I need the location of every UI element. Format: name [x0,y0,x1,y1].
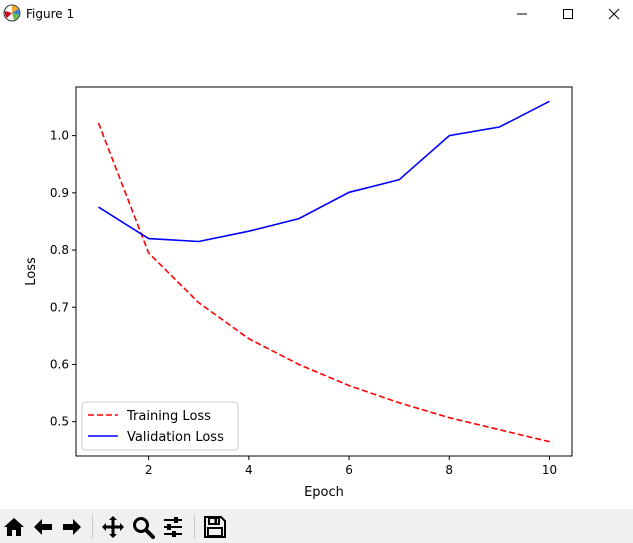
window-title: Figure 1 [26,7,75,21]
configure-subplots-button[interactable] [159,513,187,541]
navigation-toolbar [0,509,633,543]
zoom-icon [133,517,155,539]
minimize-icon [517,13,527,15]
axes-frame [75,86,573,457]
pan-button[interactable] [99,513,127,541]
y-tick-label: 0.8 [50,243,69,257]
x-tick-label: 6 [345,463,353,477]
line-chart: 2 4 6 8 10 0.5 0.6 0.7 0.8 0.9 1.0 Epoch Loss Trai… [24,86,573,500]
y-axis-label: Loss [24,257,39,286]
x-tick-label: 4 [245,463,253,477]
plot-area: 2 4 6 8 10 0.5 0.6 0.7 0.8 0.9 1.0 [50,86,573,477]
save-button[interactable] [201,513,229,541]
pan-icon [102,516,124,538]
save-icon [204,516,226,538]
zoom-button[interactable] [129,513,157,541]
legend-box [81,401,239,451]
forward-arrow-icon [63,519,81,535]
figure-canvas[interactable]: 2 4 6 8 10 0.5 0.6 0.7 0.8 0.9 1.0 Epoch Loss Trai… [0,28,633,508]
series-line-validation-loss [98,100,550,243]
y-tick-label: 0.9 [50,186,69,200]
x-axis-label: Epoch [304,485,344,500]
x-tick-label: 2 [145,463,153,477]
toolbar-separator [92,515,93,539]
x-tick-label: 8 [445,463,453,477]
legend: Training Loss Validation Loss [81,401,239,451]
series-line-training-loss [97,122,550,443]
y-tick-label: 0.6 [50,357,69,371]
legend-label: Validation Loss [127,430,224,445]
back-button[interactable] [29,513,57,541]
close-button[interactable] [591,0,633,28]
matplotlib-icon [3,4,21,22]
minimize-button[interactable] [499,0,545,28]
legend-label: Training Loss [126,409,211,424]
back-arrow-icon [34,519,52,535]
toolbar-separator [194,515,195,539]
configure-subplots-icon [164,517,182,537]
title-bar: Figure 1 [0,0,633,28]
forward-button[interactable] [58,513,86,541]
y-tick-label: 0.7 [50,300,69,314]
home-button[interactable] [0,513,28,541]
x-tick-label: 10 [542,463,557,477]
home-icon [4,518,24,536]
maximize-icon [563,9,573,19]
y-tick-label: 0.5 [50,415,69,429]
close-icon [608,8,620,20]
y-tick-label: 1.0 [50,129,69,143]
maximize-button[interactable] [545,0,591,28]
